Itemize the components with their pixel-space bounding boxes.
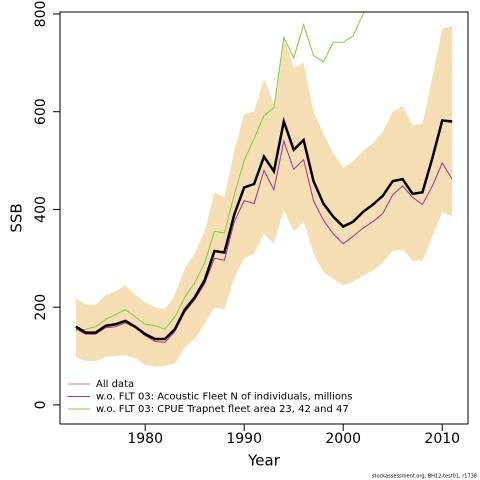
x-tick-label: 2000 [325, 431, 361, 447]
plot-frame [59, 11, 469, 425]
x-tick-label: 1990 [226, 431, 262, 447]
legend-label: w.o. FLT 03: Acoustic Fleet N of individ… [96, 392, 352, 403]
y-tick-label: 0 [33, 400, 49, 409]
legend-label: All data [96, 379, 134, 390]
plot-area [75, 12, 453, 367]
legend-label: w.o. FLT 03: CPUE Trapnet fleet area 23,… [96, 404, 349, 415]
footnote: stockassessment.org, BH12-test01, r1738 [372, 474, 477, 480]
confidence-band [75, 26, 453, 367]
x-tick-label: 1980 [127, 431, 163, 447]
y-tick-label: 400 [33, 196, 49, 223]
x-tick-label: 2010 [424, 431, 460, 447]
y-tick-label: 800 [33, 1, 49, 28]
y-tick-label: 200 [33, 294, 49, 321]
main-line [75, 116, 453, 341]
y-axis-title: SSB [8, 203, 26, 232]
series-line [75, 12, 365, 332]
y-tick-label: 600 [33, 98, 49, 125]
x-axis-title: Year [247, 452, 281, 470]
